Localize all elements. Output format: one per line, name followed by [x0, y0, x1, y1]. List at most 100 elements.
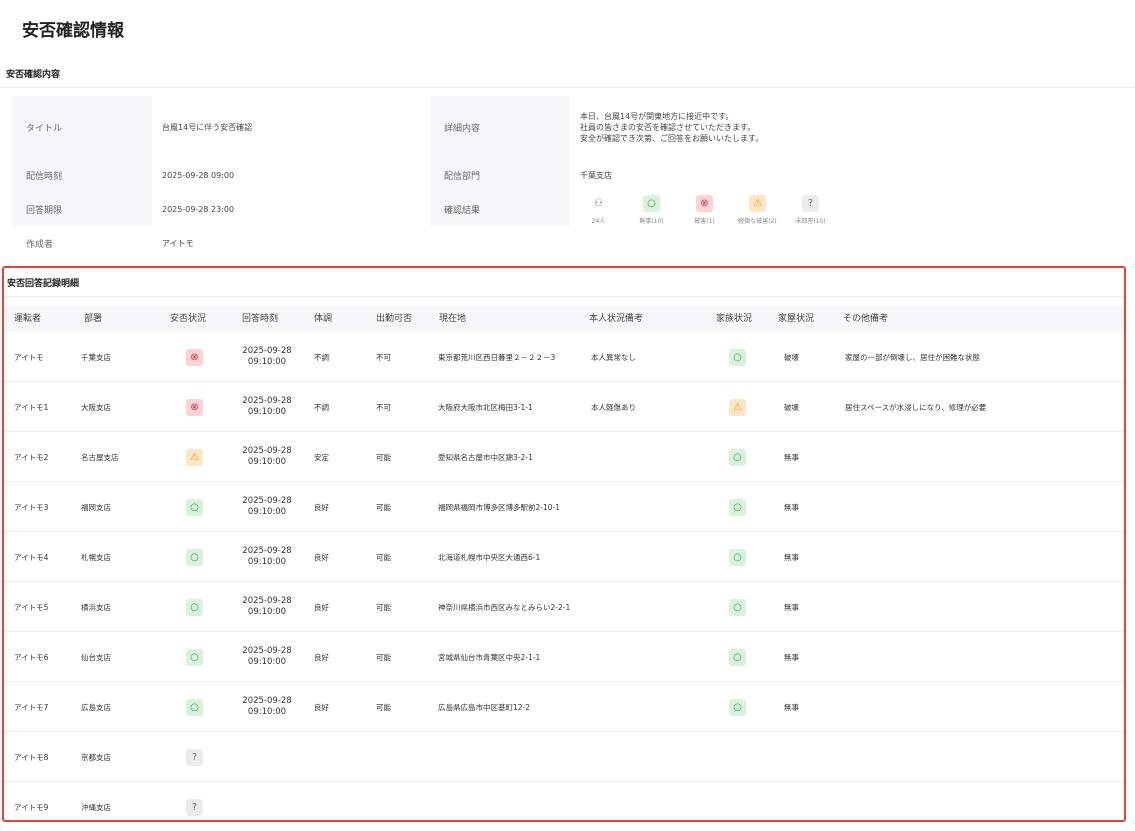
- circle-icon: ○: [729, 548, 746, 566]
- cell-time-date: 2025-09-28: [242, 496, 292, 506]
- circle-icon: ○: [729, 498, 746, 516]
- header-house[interactable]: 家屋状況: [778, 314, 815, 324]
- cell-safety: ○: [186, 682, 203, 732]
- deadline-label: 回答期限: [12, 192, 152, 226]
- cell-dept: 仙台支店: [81, 652, 111, 662]
- records-table-header: 運転者 部署 安否状況 回答時刻 体調 出勤可否 現在地 本人状況備考 家族状況…: [4, 306, 1124, 332]
- result-item: ⊗ 被害(1): [678, 195, 731, 225]
- table-row[interactable]: アイトモ6 仙台支店 ○ 2025-09-28 09:10:00 良好 可能 宮城県仙台市青葉…: [4, 632, 1124, 682]
- detail-label: 詳細内容: [430, 96, 570, 158]
- overview-row-sent: 配信時刻 2025-09-28 09:00 配信部門 千葉支店: [12, 158, 1120, 192]
- records-section-title: 安否回答記録明細: [4, 271, 1124, 297]
- header-dept[interactable]: 部署: [84, 314, 103, 324]
- cell-time-clock: 09:10:00: [247, 357, 287, 367]
- header-family[interactable]: 家族状況: [716, 314, 753, 324]
- cell-safety: ⊗: [186, 332, 203, 382]
- cell-safety: ⊗: [186, 382, 203, 432]
- header-note[interactable]: 本人状況備考: [589, 314, 644, 324]
- people-icon: ⚇: [594, 198, 603, 209]
- cell-work: 可能: [376, 552, 391, 562]
- records-panel: 安否回答記録明細 運転者 部署 安否状況 回答時刻 体調 出勤可否 現在地 本人…: [2, 266, 1126, 822]
- cell-time: [234, 732, 300, 782]
- cell-house: 無事: [784, 452, 799, 462]
- cell-house: 無事: [784, 552, 799, 562]
- cell-house: 無事: [784, 702, 799, 712]
- cell-driver: アイトモ1: [14, 402, 49, 412]
- header-other[interactable]: その他備考: [843, 314, 889, 324]
- circle-icon: ○: [186, 698, 203, 716]
- result-caption: 無事(10): [639, 218, 664, 225]
- cell-house: 無事: [784, 502, 799, 512]
- cell-driver: アイトモ: [14, 352, 44, 362]
- cell-time: [234, 782, 300, 820]
- result-item: ? 未回答(10): [784, 195, 837, 225]
- cell-time-date: 2025-09-28: [242, 346, 292, 356]
- cell-condition: 安定: [314, 452, 329, 462]
- cell-other: 家屋の一部が倒壊し、居住が困難な状態: [845, 352, 980, 362]
- result-item: ⚠ 軽微な被害(2): [731, 195, 784, 225]
- cell-time-date: 2025-09-28: [242, 546, 292, 556]
- header-work[interactable]: 出勤可否: [376, 314, 413, 324]
- table-row[interactable]: アイトモ5 横浜支店 ○ 2025-09-28 09:10:00 良好 可能 神奈川県横浜市西…: [4, 582, 1124, 632]
- header-condition[interactable]: 体調: [314, 314, 333, 324]
- overview-row-title: タイトル 台風14号に伴う安否確認 詳細内容 本日、台風14号が関東地方に接近中…: [12, 96, 1120, 158]
- cell-location: 神奈川県横浜市西区みなとみらい2-2-1: [438, 602, 571, 612]
- page-title: 安否確認情報: [22, 21, 124, 41]
- overview-row-deadline: 回答期限 2025-09-28 23:00 確認結果 ⚇ 24人 ○ 無事(10) ⊗ 被…: [12, 192, 1120, 226]
- cell-time: 2025-09-28 09:10:00: [234, 332, 300, 382]
- circle-icon: ○: [186, 598, 203, 616]
- cell-work: 可能: [376, 452, 391, 462]
- circle-icon: ○: [186, 548, 203, 566]
- cell-safety: ○: [186, 482, 203, 532]
- cell-condition: 良好: [314, 502, 329, 512]
- cell-condition: 不調: [314, 402, 329, 412]
- title-label: タイトル: [12, 96, 152, 158]
- deadline-value: 2025-09-28 23:00: [162, 204, 235, 214]
- header-safety[interactable]: 安否状況: [170, 314, 207, 324]
- author-value: アイトモ: [162, 238, 194, 248]
- table-row[interactable]: アイトモ7 広島支店 ○ 2025-09-28 09:10:00 良好 可能 広島県広島市中区…: [4, 682, 1124, 732]
- result-label: 確認結果: [430, 192, 570, 226]
- cell-driver: アイトモ8: [14, 752, 49, 762]
- cell-time-date: 2025-09-28: [242, 596, 292, 606]
- result-summary: ⚇ 24人 ○ 無事(10) ⊗ 被害(1) ⚠ 軽微な被害(2)? 未回答(10): [572, 193, 837, 225]
- warning-icon: ⚠: [729, 398, 746, 416]
- cell-note: 本人軽傷あり: [591, 402, 636, 412]
- cell-time-clock: 09:10:00: [247, 557, 287, 567]
- result-item: ⚇ 24人: [572, 195, 625, 225]
- table-row[interactable]: アイトモ 千葉支店 ⊗ 2025-09-28 09:10:00 不調 不可 東京都荒川区西日暮…: [4, 332, 1124, 382]
- detail-value: 本日、台風14号が関東地方に接近中です。 社員の皆さまの安否を確認させていただき…: [580, 111, 764, 143]
- cell-driver: アイトモ2: [14, 452, 49, 462]
- warning-icon: ⚠: [186, 448, 203, 466]
- cell-work: 不可: [376, 352, 391, 362]
- cell-driver: アイトモ5: [14, 602, 49, 612]
- header-time[interactable]: 回答時刻: [242, 314, 279, 324]
- circle-icon: ○: [729, 348, 746, 366]
- cross-circle-icon: ⊗: [696, 195, 713, 212]
- table-row[interactable]: アイトモ2 名古屋支店 ⚠ 2025-09-28 09:10:00 安定 可能 愛知県名古屋市…: [4, 432, 1124, 482]
- table-row[interactable]: アイトモ3 福岡支店 ○ 2025-09-28 09:10:00 良好 可能 福岡県福岡市博多…: [4, 482, 1124, 532]
- cell-location: 東京都荒川区西日暮里２－２２－3: [438, 352, 556, 362]
- cell-safety: ○: [186, 582, 203, 632]
- table-row[interactable]: アイトモ8 京都支店?: [4, 732, 1124, 782]
- header-location[interactable]: 現在地: [439, 314, 467, 324]
- cell-driver: アイトモ3: [14, 502, 49, 512]
- sent-value: 2025-09-28 09:00: [162, 170, 235, 180]
- table-row[interactable]: アイトモ4 札幌支店 ○ 2025-09-28 09:10:00 良好 可能 北海道札幌市中央…: [4, 532, 1124, 582]
- circle-icon: ○: [729, 698, 746, 716]
- cell-time: 2025-09-28 09:10:00: [234, 482, 300, 532]
- cell-time: 2025-09-28 09:10:00: [234, 532, 300, 582]
- circle-icon: ○: [186, 498, 203, 516]
- dept-label: 配信部門: [430, 158, 570, 192]
- cell-work: 可能: [376, 702, 391, 712]
- cell-family: ⚠: [729, 382, 746, 432]
- table-row[interactable]: アイトモ1 大阪支店 ⊗ 2025-09-28 09:10:00 不調 不可 大阪府大阪市北区…: [4, 382, 1124, 432]
- header-driver[interactable]: 運転者: [14, 314, 42, 324]
- author-label: 作成者: [12, 226, 152, 260]
- cell-driver: アイトモ7: [14, 702, 49, 712]
- cell-location: 大阪府大阪市北区梅田3-1-1: [438, 402, 533, 412]
- table-row[interactable]: アイトモ9 沖縄支店?: [4, 782, 1124, 820]
- cell-note: 本人異常なし: [591, 352, 636, 362]
- cell-time: 2025-09-28 09:10:00: [234, 582, 300, 632]
- cell-family: ○: [729, 332, 746, 382]
